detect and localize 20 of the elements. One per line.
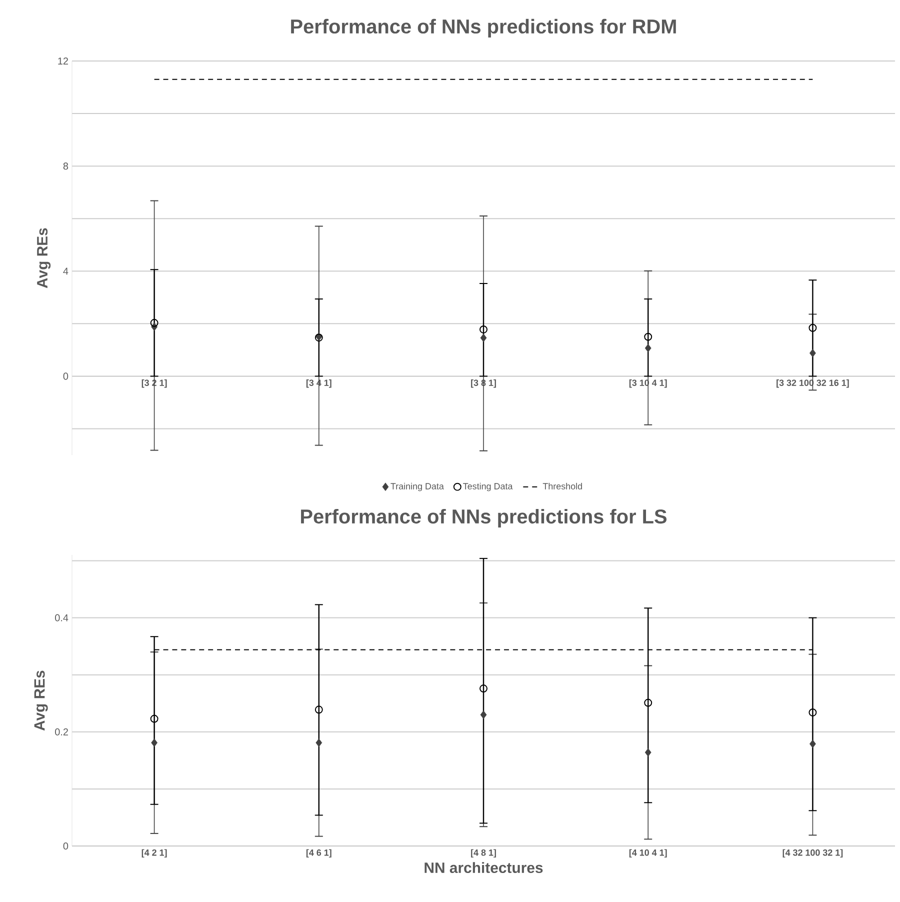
- y-axis-title: Avg REs: [37, 228, 51, 288]
- x-axis-title: NN architectures: [424, 862, 543, 874]
- y-tick-label: 0: [63, 372, 68, 380]
- x-tick-label: [4 8 1]: [471, 849, 496, 858]
- x-tick-label: [4 10 4 1]: [629, 849, 667, 858]
- x-tick-label: [4 6 1]: [306, 849, 332, 858]
- y-tick-label: 0.4: [55, 614, 68, 622]
- y-axis-title: Avg REs: [34, 670, 48, 731]
- legend-label: Testing Data: [463, 482, 513, 492]
- y-tick-label: 0.2: [55, 728, 68, 736]
- legend-label: Training Data: [390, 482, 444, 492]
- x-tick-label: [4 2 1]: [142, 849, 167, 858]
- y-tick-label: 4: [63, 268, 68, 275]
- chart-title: Performance of NNs predictions for RDM: [291, 18, 676, 38]
- y-tick-label: 0: [63, 842, 68, 850]
- legend-label: Threshold: [542, 482, 582, 490]
- y-tick-label: 12: [58, 58, 68, 64]
- y-tick-label: 8: [63, 162, 68, 170]
- chart-title: Performance of NNs predictions for LS: [301, 508, 666, 528]
- x-tick-label: [4 32 100 32 1]: [782, 849, 843, 858]
